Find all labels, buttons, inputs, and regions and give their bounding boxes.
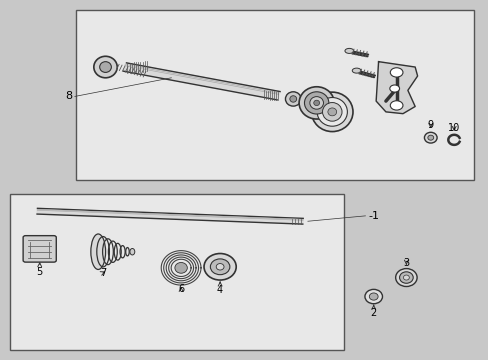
Ellipse shape [311, 92, 352, 132]
Bar [76, 10, 473, 180]
Ellipse shape [216, 264, 224, 270]
Ellipse shape [210, 259, 229, 275]
Ellipse shape [317, 98, 346, 126]
Circle shape [389, 68, 402, 77]
Ellipse shape [322, 103, 341, 121]
Ellipse shape [100, 62, 111, 72]
Polygon shape [375, 62, 417, 114]
Ellipse shape [424, 132, 436, 143]
Ellipse shape [203, 253, 236, 280]
Polygon shape [123, 63, 280, 100]
Text: 8: 8 [65, 91, 73, 102]
Ellipse shape [299, 87, 333, 119]
Text: 2: 2 [370, 305, 376, 318]
Polygon shape [37, 208, 303, 224]
Circle shape [389, 85, 399, 92]
Ellipse shape [399, 272, 412, 283]
Ellipse shape [327, 108, 336, 116]
Ellipse shape [427, 135, 433, 140]
Ellipse shape [313, 100, 319, 105]
Ellipse shape [289, 96, 296, 102]
Text: 7: 7 [100, 267, 106, 278]
Ellipse shape [175, 262, 187, 273]
Ellipse shape [94, 56, 117, 78]
Ellipse shape [351, 68, 360, 73]
Ellipse shape [130, 248, 135, 255]
Ellipse shape [304, 92, 328, 114]
Text: 10: 10 [447, 123, 459, 133]
Ellipse shape [344, 48, 353, 53]
Text: -1: -1 [368, 211, 379, 221]
Text: 5: 5 [37, 263, 43, 277]
Text: 6: 6 [178, 284, 184, 294]
Ellipse shape [285, 92, 301, 106]
Ellipse shape [364, 289, 382, 304]
Text: 3: 3 [403, 258, 408, 268]
Ellipse shape [403, 275, 408, 280]
Text: 4: 4 [217, 282, 223, 296]
Ellipse shape [395, 269, 416, 287]
Ellipse shape [91, 234, 105, 270]
Text: 9: 9 [427, 121, 433, 130]
Bar [10, 194, 344, 350]
Ellipse shape [309, 96, 323, 109]
Circle shape [389, 101, 402, 110]
FancyBboxPatch shape [23, 236, 56, 262]
Ellipse shape [368, 293, 377, 300]
